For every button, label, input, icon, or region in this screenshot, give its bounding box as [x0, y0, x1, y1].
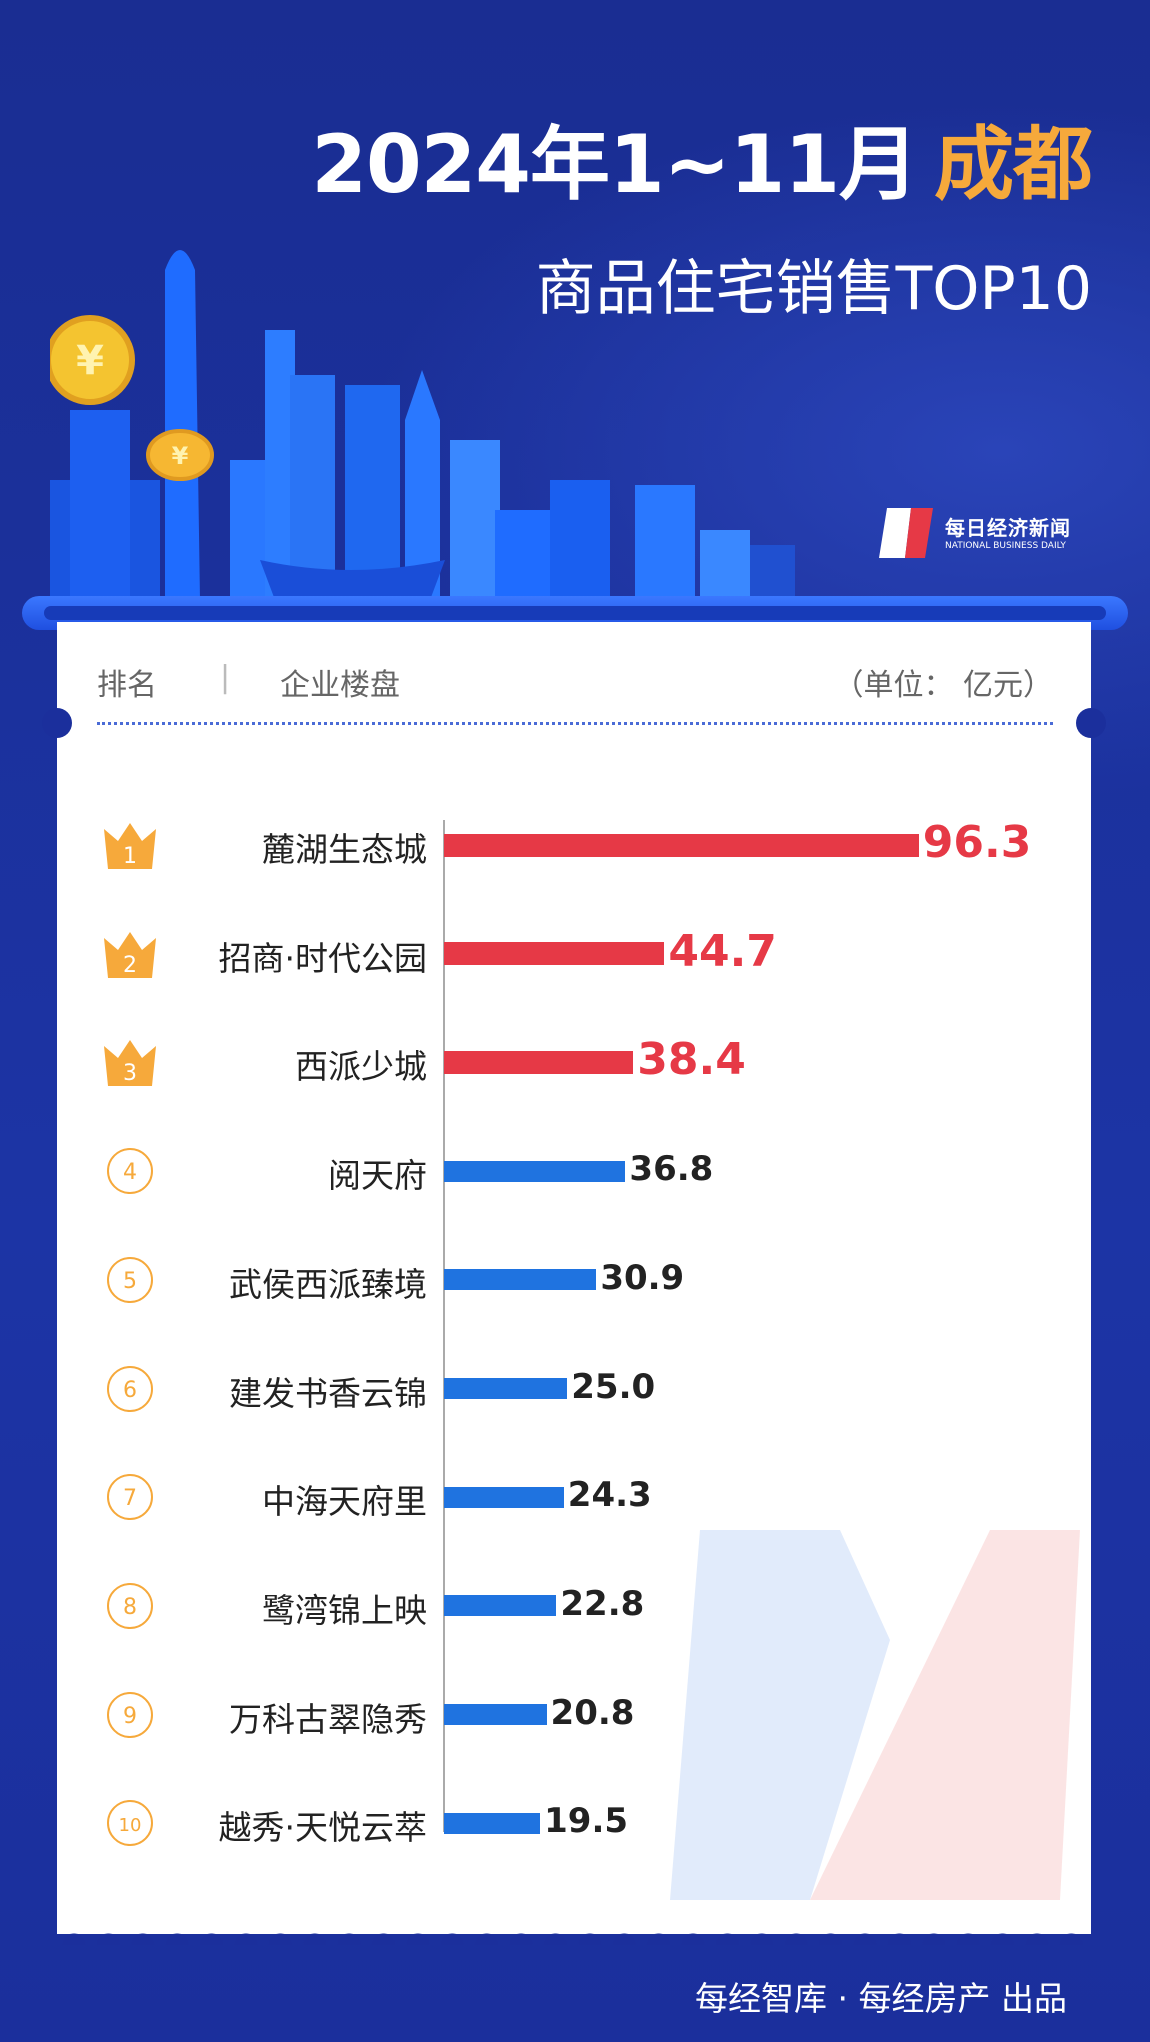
- title-period: 2024年1~11月: [311, 118, 919, 211]
- rank-number: 8: [123, 1595, 137, 1620]
- circle-rank-icon: 8: [107, 1582, 153, 1629]
- rank-badge: 1: [100, 819, 160, 871]
- header-divider: |: [220, 660, 231, 695]
- rank-badge: 7: [100, 1471, 160, 1523]
- logo-en: NATIONAL BUSINESS DAILY: [945, 540, 1066, 551]
- svg-text:¥: ¥: [172, 442, 189, 470]
- dotted-divider: [97, 722, 1053, 725]
- rank-number: 5: [123, 1269, 137, 1294]
- rank-badge: 2: [100, 928, 160, 980]
- bar-row: 6 建发书香云锦 25.0: [0, 1359, 1150, 1419]
- circle-rank-icon: 10: [107, 1800, 153, 1847]
- circle-rank-icon: 6: [107, 1365, 153, 1412]
- bar: [444, 1050, 634, 1074]
- header-project: 企业楼盘: [280, 668, 400, 703]
- logo-cn: 每日经济新闻: [945, 515, 1071, 540]
- rank-badge: 8: [100, 1580, 160, 1632]
- bar-label: 招商·时代公园: [218, 938, 428, 978]
- circle-rank-icon: 9: [107, 1691, 153, 1738]
- bar-value-label: 25.0: [571, 1366, 656, 1407]
- rank-number: 1: [123, 844, 137, 869]
- city-skyline-illustration: ¥ ¥: [50, 250, 795, 600]
- rank-number: 3: [123, 1061, 137, 1086]
- bar: [444, 1378, 568, 1399]
- bar: [444, 1595, 557, 1617]
- rank-number: 10: [119, 1815, 142, 1836]
- bar-label: 西派少城: [295, 1047, 427, 1087]
- bar-label: 万科古翠隐秀: [229, 1699, 427, 1739]
- bar-value-label: 24.3: [567, 1475, 652, 1516]
- rank-badge: 5: [100, 1254, 160, 1306]
- crown-rank-icon: 1: [104, 823, 156, 869]
- rank-number: 4: [123, 1160, 137, 1185]
- circle-rank-icon: 4: [107, 1148, 153, 1195]
- bar-label: 阅天府: [328, 1156, 427, 1196]
- bar: [444, 1486, 564, 1508]
- bar-value-label: 22.8: [560, 1583, 645, 1624]
- bar-label: 越秀·天悦云萃: [218, 1808, 428, 1848]
- bar-value-label: 38.4: [637, 1034, 746, 1086]
- bar-value-label: 30.9: [600, 1257, 685, 1298]
- svg-text:¥: ¥: [76, 338, 104, 384]
- bar: [444, 942, 665, 966]
- footer-credit: 每经智库 · 每经房产 出品: [695, 1979, 1067, 2018]
- nbd-logo: 每日经济新闻 NATIONAL BUSINESS DAILY: [875, 502, 1071, 560]
- header-unit: （单位： 亿元）: [833, 668, 1053, 703]
- bar: [444, 1704, 547, 1726]
- circle-rank-icon: 5: [107, 1256, 153, 1303]
- bar-row: 8 鹭湾锦上映 22.8: [0, 1576, 1150, 1636]
- bar-label: 麓湖生态城: [262, 830, 427, 869]
- title-city: 成都: [934, 118, 1093, 211]
- bar-row: 1 麓湖生态城 96.3: [0, 815, 1150, 875]
- header-rank: 排名: [97, 668, 157, 703]
- crown-rank-icon: 3: [104, 1040, 156, 1087]
- card-notch-left: [42, 708, 72, 738]
- rank-number: 2: [123, 953, 137, 978]
- bar-value-label: 36.8: [629, 1149, 714, 1190]
- rank-number: 7: [123, 1486, 137, 1511]
- rank-badge: 4: [100, 1145, 160, 1197]
- bar-label: 武侯西派臻境: [229, 1264, 427, 1304]
- chart-axis-line: [443, 820, 445, 1832]
- rank-badge: 10: [100, 1797, 160, 1849]
- bar: [444, 833, 919, 857]
- bar: [444, 1812, 541, 1834]
- crown-rank-icon: 2: [104, 931, 156, 978]
- bar-row: 3 西派少城 38.4: [0, 1032, 1150, 1092]
- bar-row: 9 万科古翠隐秀 20.8: [0, 1685, 1150, 1745]
- nbd-logo-icon: [879, 508, 933, 558]
- chart-title: 2024年1~11月 成都: [311, 100, 1093, 216]
- bar-value-label: 44.7: [668, 925, 777, 977]
- bar-row: 7 中海天府里 24.3: [0, 1467, 1150, 1527]
- bar-label: 建发书香云锦: [229, 1373, 427, 1413]
- card-scalloped-edge: [57, 1925, 1091, 1945]
- bar: [444, 1269, 597, 1291]
- rank-badge: 9: [100, 1689, 160, 1741]
- rank-number: 6: [123, 1378, 137, 1403]
- bar-label: 鹭湾锦上映: [262, 1590, 427, 1630]
- rank-badge: 6: [100, 1363, 160, 1415]
- bar: [444, 1160, 626, 1182]
- card-notch-right: [1076, 708, 1106, 738]
- bar-label: 中海天府里: [262, 1482, 427, 1522]
- bar-value-label: 96.3: [922, 817, 1032, 868]
- bar-row: 10 越秀·天悦云萃 19.5: [0, 1793, 1150, 1853]
- bar-row: 2 招商·时代公园 44.7: [0, 924, 1150, 984]
- chart-subtitle: 商品住宅销售TOP10: [535, 254, 1092, 324]
- rank-number: 9: [123, 1704, 137, 1729]
- bar-value-label: 19.5: [544, 1801, 629, 1842]
- rank-badge: 3: [100, 1036, 160, 1088]
- bar-row: 4 阅天府 36.8: [0, 1141, 1150, 1201]
- bar-row: 5 武侯西派臻境 30.9: [0, 1250, 1150, 1310]
- bar-value-label: 20.8: [550, 1692, 635, 1733]
- nbd-watermark: [670, 1530, 1080, 1900]
- circle-rank-icon: 7: [107, 1474, 153, 1521]
